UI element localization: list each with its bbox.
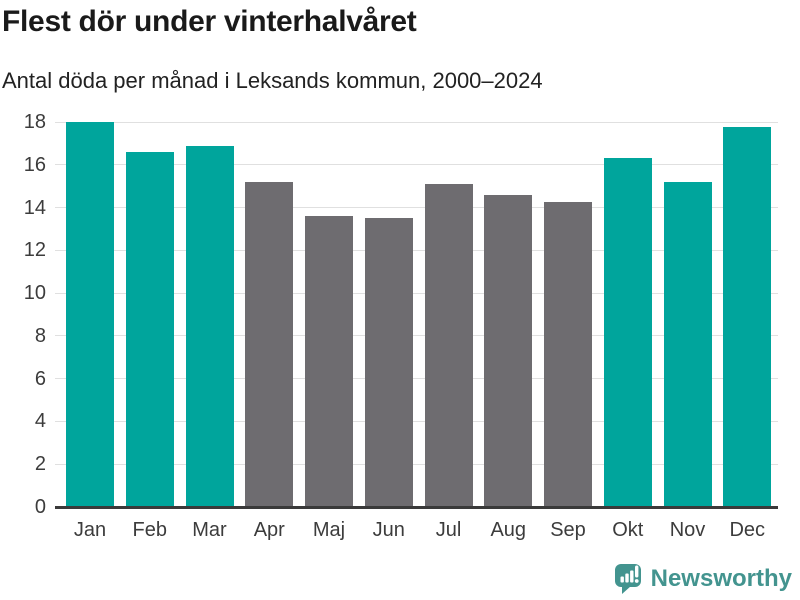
bar-jul	[424, 184, 473, 507]
gridline-y-14	[55, 207, 778, 209]
y-axis-tick-18: 18	[23, 111, 46, 133]
y-axis-tick-4: 4	[34, 410, 46, 433]
y-axis-tick-10: 10	[23, 282, 46, 305]
bar-aug	[484, 194, 533, 507]
x-axis-label-jul: Jul	[435, 519, 462, 541]
y-axis-tick-16: 16	[23, 153, 46, 176]
gridline-y-4	[55, 420, 778, 422]
x-axis-label-feb: Feb	[132, 519, 167, 541]
x-axis-label-nov: Nov	[669, 519, 706, 541]
brand-footer: Newsworthy	[614, 562, 792, 596]
bar-okt	[603, 158, 652, 507]
bar-feb	[125, 151, 174, 507]
y-axis-tick-2: 2	[34, 453, 46, 476]
y-axis-tick-0: 0	[34, 496, 46, 518]
bar-apr	[245, 181, 294, 507]
x-axis-label-aug: Aug	[490, 519, 527, 541]
x-axis-label-sep: Sep	[550, 519, 586, 541]
x-axis-label-okt: Okt	[612, 519, 644, 541]
y-axis-tick-12: 12	[23, 239, 46, 262]
gridline-y-6	[55, 378, 778, 380]
bar-nov	[663, 181, 712, 507]
gridline-y-16	[55, 164, 778, 166]
x-axis-line	[55, 505, 778, 509]
chart-subtitle: Antal döda per månad i Leksands kommun, …	[2, 68, 543, 93]
bar-sep	[544, 202, 592, 507]
y-axis-tick-6: 6	[34, 367, 46, 390]
x-axis-label-dec: Dec	[729, 519, 766, 541]
x-axis-label-jun: Jun	[372, 519, 405, 541]
brand-name: Newsworthy	[650, 565, 792, 592]
bar-maj	[305, 216, 353, 507]
bar-jun	[364, 218, 413, 507]
x-axis-label-maj: Maj	[312, 519, 346, 541]
y-axis-tick-8: 8	[34, 324, 46, 347]
gridline-y-12	[55, 249, 778, 251]
bar-dec	[723, 127, 772, 507]
gridline-y-18	[55, 121, 778, 123]
gridline-y-2	[55, 463, 778, 465]
chart-title: Flest dör under vinterhalvåret	[2, 5, 417, 38]
gridline-y-10	[55, 292, 778, 294]
x-axis-label-mar: Mar	[192, 519, 227, 541]
x-axis-label-jan: Jan	[73, 519, 107, 541]
y-axis-tick-14: 14	[23, 196, 46, 219]
bar-jan	[66, 122, 114, 507]
gridline-y-8	[55, 335, 778, 337]
newsworthy-logo-icon	[614, 564, 641, 594]
x-axis-label-apr: Apr	[253, 519, 285, 541]
bar-mar	[185, 145, 234, 507]
